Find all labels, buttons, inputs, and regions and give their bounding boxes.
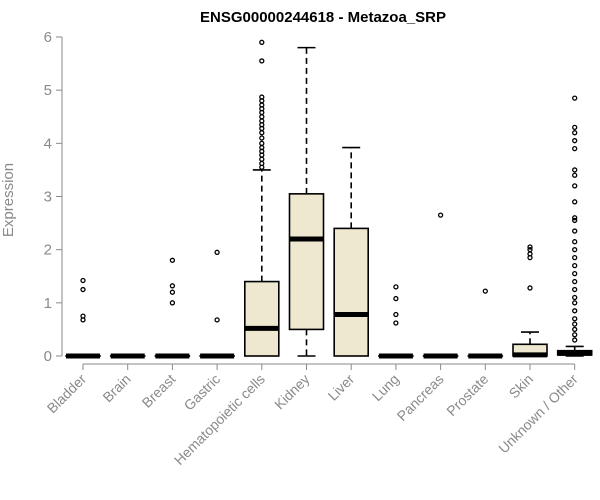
outlier-point [169,283,176,289]
outlier-point [482,288,488,294]
y-axis-label: Expression [0,163,17,237]
outlier-point [80,286,86,293]
y-tick-label: 2 [44,242,52,259]
outlier-point [259,156,265,162]
chart-title: ENSG00000244618 - Metazoa_SRP [200,9,446,26]
y-tick-label: 3 [44,189,52,206]
outlier-point [572,262,578,269]
outlier-point [437,212,444,218]
outlier-point [572,321,578,327]
x-tick-label: Pancreas [394,371,447,424]
box-breast [154,257,191,359]
outlier-point [259,39,265,45]
outlier-point [214,249,220,255]
outlier-point [169,300,176,306]
outlier-point [572,138,578,144]
outlier-point [572,308,578,314]
y-tick-label: 6 [44,29,52,46]
outlier-point [259,160,265,167]
outlier-point [572,294,578,301]
outlier-point [572,217,578,224]
outlier-point [169,257,176,263]
y-axis: 0 1 2 3 4 5 6 [44,29,63,365]
outlier-point [169,289,176,295]
outlier-point [259,114,265,120]
box-skin [512,244,548,358]
box-unknown-other [556,95,593,357]
box-rect [288,193,325,331]
outlier-point [572,228,578,234]
outlier-point [572,215,578,221]
outlier-point [572,270,578,277]
box-liver [333,146,370,357]
box-gastric [199,249,235,359]
x-tick-label: Liver [325,371,358,404]
outlier-point [527,247,533,253]
box-rect [333,227,370,357]
outlier-point [393,320,399,326]
outlier-point [259,135,265,141]
outlier-point [393,311,399,318]
outlier-point [572,130,578,136]
outlier-point [259,130,265,136]
outlier-point [572,247,578,253]
x-tick-label: Gastric [181,371,224,414]
y-tick-label: 5 [44,82,52,99]
box-rect [244,280,280,357]
outlier-point [572,254,578,261]
outlier-point [572,332,578,338]
box-pancreas [422,212,459,359]
outlier-point [259,58,265,64]
outlier-point [259,140,265,146]
outlier-point [572,95,578,101]
outlier-point [80,277,86,284]
outlier-point [393,295,399,302]
outlier-point [259,144,265,151]
outlier-point [527,251,533,257]
outlier-point [572,337,578,343]
x-tick-label: Unknown / Other [495,371,581,457]
outlier-point [572,316,578,322]
outlier-point [214,317,220,323]
outlier-point [527,244,533,250]
outlier-point [572,326,578,333]
outlier-point [572,124,578,131]
outlier-point [80,313,86,319]
box-kidney [288,46,325,357]
outlier-point [572,300,578,306]
outlier-point [259,118,265,124]
outlier-point [572,278,578,285]
outlier-point [259,94,265,100]
outlier-point [527,285,533,291]
outlier-point [572,286,578,293]
outlier-point [572,199,578,205]
outlier-point [259,102,265,108]
x-tick-label: Breast [139,371,179,411]
x-tick-label: Kidney [271,371,313,413]
box-hematopoietic-cells [244,39,280,357]
outlier-point [572,239,578,245]
outlier-point [572,145,578,152]
x-tick-label: Prostate [443,371,491,419]
x-tick-label: Bladder [44,371,90,417]
outlier-point [393,284,399,290]
x-tick-label: Lung [369,371,402,404]
y-tick-label: 1 [44,295,52,312]
y-tick-label: 0 [44,348,52,365]
outlier-point [572,172,578,178]
box-bladder [65,277,101,359]
boxes-layer [65,39,593,359]
box-prostate [467,288,504,359]
outlier-point [572,167,578,173]
outlier-point [572,183,578,189]
x-tick-label: Skin [506,371,537,402]
x-tick-label: Brain [99,371,133,405]
y-tick-label: 4 [44,135,52,152]
box-lung [378,284,414,359]
